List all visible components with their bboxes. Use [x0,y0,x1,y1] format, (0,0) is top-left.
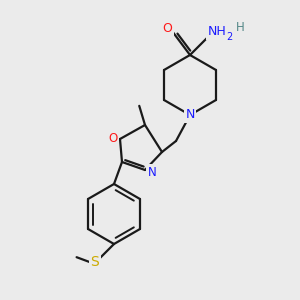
Text: O: O [108,133,118,146]
Text: H: H [236,21,244,34]
Text: 2: 2 [226,32,232,42]
Text: NH: NH [208,25,226,38]
Text: N: N [185,109,195,122]
Text: O: O [162,22,172,35]
Text: N: N [148,166,156,178]
Text: S: S [90,255,99,269]
